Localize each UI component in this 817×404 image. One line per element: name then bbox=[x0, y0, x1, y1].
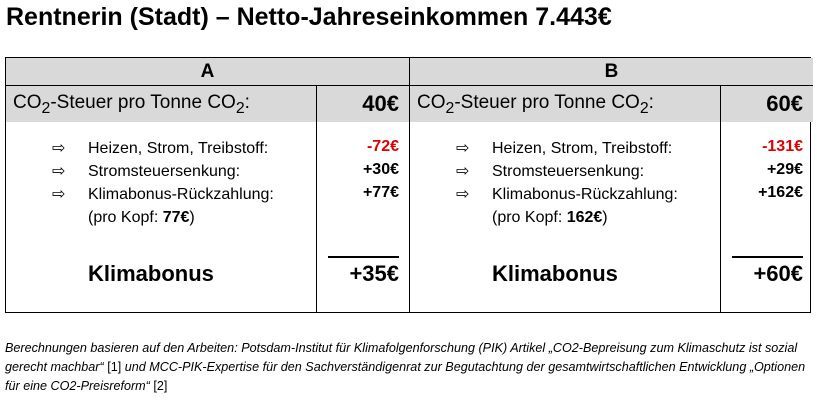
reference-1: [1] bbox=[107, 360, 122, 374]
arrow-right-icon: ⇨ bbox=[52, 163, 66, 180]
line-item: ⇨ Stromsteuersenkung: bbox=[456, 161, 644, 181]
arrow-right-icon: ⇨ bbox=[52, 140, 66, 157]
sum-label: Klimabonus bbox=[492, 261, 618, 286]
sum-value: +60€ bbox=[753, 261, 803, 286]
per-head-text: (pro Kopf: bbox=[492, 209, 567, 226]
line-item-value: -131€ bbox=[762, 138, 803, 155]
scenario-header: B bbox=[410, 58, 813, 86]
co2-price-row: CO2-Steuer pro Tonne CO2: 60€ bbox=[410, 86, 813, 122]
line-item-value: +77€ bbox=[362, 184, 399, 201]
line-item: ⇨ Stromsteuersenkung: bbox=[52, 161, 240, 181]
line-item: ⇨ Heizen, Strom, Treibstoff: bbox=[456, 138, 672, 158]
arrow-right-icon: ⇨ bbox=[456, 186, 470, 203]
subscript: 2 bbox=[41, 99, 51, 117]
co2-text: : bbox=[648, 92, 654, 113]
comparison-table: A CO2-Steuer pro Tonne CO2: 40€ ⇨ Heizen,… bbox=[5, 57, 813, 313]
footnote-text: Berechnungen basieren auf den Arbeiten: … bbox=[5, 341, 798, 374]
line-item-label: Heizen, Strom, Treibstoff: bbox=[88, 140, 269, 157]
subscript: 2 bbox=[639, 99, 649, 117]
footnote-text: und MCC-PIK-Expertise für den Sachverstä… bbox=[5, 360, 806, 393]
co2-price-label: CO2-Steuer pro Tonne CO2: bbox=[417, 92, 654, 118]
subscript: 2 bbox=[235, 99, 245, 117]
subscript: 2 bbox=[445, 99, 455, 117]
co2-price-label: CO2-Steuer pro Tonne CO2: bbox=[13, 92, 250, 118]
per-head-value: 77€ bbox=[162, 209, 190, 226]
line-item-label: Klimabonus-Rückzahlung: bbox=[492, 186, 678, 203]
line-item-label: Heizen, Strom, Treibstoff: bbox=[492, 140, 673, 157]
line-item: ⇨ Klimabonus-Rückzahlung: bbox=[456, 184, 678, 204]
per-head-note: (pro Kopf: 77€) bbox=[88, 209, 195, 227]
line-item-value: +29€ bbox=[766, 161, 803, 178]
column-divider bbox=[316, 86, 317, 312]
page-title: Rentnerin (Stadt) – Netto-Jahreseinkomme… bbox=[6, 3, 612, 31]
co2-text: CO bbox=[417, 92, 446, 113]
column-divider bbox=[720, 86, 721, 312]
scenario-a: A CO2-Steuer pro Tonne CO2: 40€ ⇨ Heizen,… bbox=[6, 58, 409, 312]
co2-text: : bbox=[244, 92, 250, 113]
co2-text: -Steuer pro Tonne CO bbox=[454, 92, 640, 113]
line-item: ⇨ Klimabonus-Rückzahlung: bbox=[52, 184, 274, 204]
sum-label: Klimabonus bbox=[88, 261, 214, 286]
line-item-label: Stromsteuersenkung: bbox=[492, 163, 645, 180]
per-head-text: (pro Kopf: bbox=[88, 209, 163, 226]
line-item-label: Stromsteuersenkung: bbox=[88, 163, 241, 180]
reference-2: [2] bbox=[153, 379, 168, 393]
arrow-right-icon: ⇨ bbox=[456, 163, 470, 180]
per-head-text: ) bbox=[189, 209, 195, 226]
co2-text: CO bbox=[13, 92, 42, 113]
line-item-value: -72€ bbox=[366, 138, 399, 155]
sum-value: +35€ bbox=[349, 261, 399, 286]
line-item-value: +162€ bbox=[758, 184, 803, 201]
line-item-label: Klimabonus-Rückzahlung: bbox=[88, 186, 274, 203]
co2-price-value: 40€ bbox=[362, 91, 399, 116]
arrow-right-icon: ⇨ bbox=[52, 186, 66, 203]
per-head-text: ) bbox=[602, 209, 608, 226]
line-item: ⇨ Heizen, Strom, Treibstoff: bbox=[52, 138, 268, 158]
footnote: Berechnungen basieren auf den Arbeiten: … bbox=[5, 339, 815, 396]
scenario-header: A bbox=[6, 58, 409, 86]
co2-price-row: CO2-Steuer pro Tonne CO2: 40€ bbox=[6, 86, 409, 122]
arrow-right-icon: ⇨ bbox=[456, 140, 470, 157]
sum-line bbox=[328, 256, 399, 258]
co2-text: -Steuer pro Tonne CO bbox=[50, 92, 236, 113]
co2-price-value: 60€ bbox=[766, 91, 803, 116]
line-item-value: +30€ bbox=[362, 161, 399, 178]
per-head-note: (pro Kopf: 162€) bbox=[492, 209, 608, 227]
sum-line bbox=[732, 256, 803, 258]
scenario-b: B CO2-Steuer pro Tonne CO2: 60€ ⇨ Heizen,… bbox=[409, 58, 813, 312]
per-head-value: 162€ bbox=[566, 209, 603, 226]
